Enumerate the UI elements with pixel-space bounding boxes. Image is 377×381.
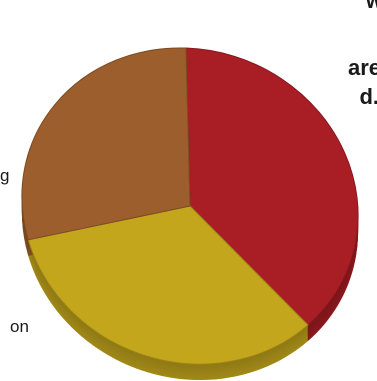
pie-slice	[27, 205, 309, 365]
background-text-line: d.	[359, 84, 377, 109]
pie-slice	[185, 47, 359, 326]
background-text-line: w	[365, 0, 377, 13]
background-text-line: g	[0, 166, 10, 185]
background-text-line: are	[347, 55, 377, 80]
pie-top-layer	[21, 47, 359, 365]
background-text-line: on	[10, 317, 29, 336]
pie-slice	[21, 47, 191, 241]
